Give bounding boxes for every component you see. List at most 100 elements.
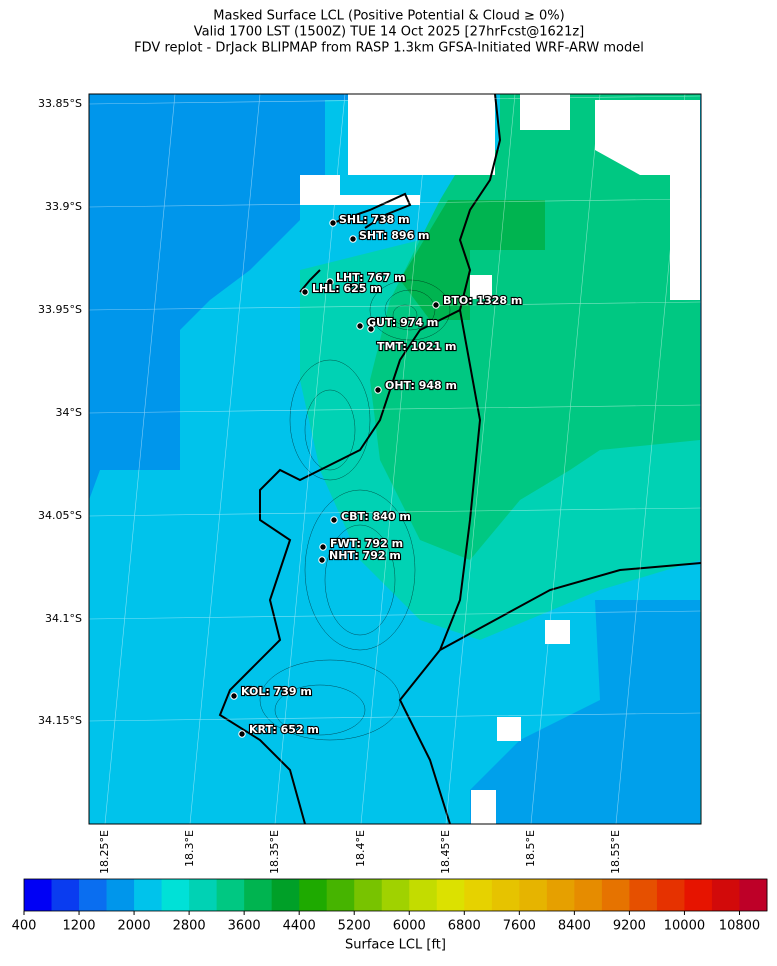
station-label: FWT: 792 m [330,537,403,550]
lat-label: 34.15°S [38,714,82,727]
masked-area [471,790,496,824]
masked-area [470,275,492,299]
ocean-region [89,94,325,500]
station-label: CBT: 840 m [341,510,411,523]
station-label: SHT: 896 m [359,229,430,242]
colorbar-segment [601,879,630,911]
station-marker [326,278,334,286]
colorbar-segment [684,879,713,911]
station-label: NHT: 792 m [329,549,401,562]
colorbar-segment [436,879,465,911]
colorbar-tick-label: 9200 [613,919,646,934]
station-label: BTO: 1328 m [443,294,522,307]
colorbar-tick-label: 6800 [448,919,481,934]
station-label: KOL: 739 m [241,685,312,698]
lon-label: 18.4°E [354,830,367,867]
lat-label: 33.95°S [38,303,82,316]
colorbar-segment [134,879,163,911]
colorbar-segment [189,879,218,911]
colorbar-label: Surface LCL [ft] [345,938,446,953]
colorbar-segment [739,879,768,911]
station-marker [356,322,364,330]
coastline [299,192,412,293]
colorbar-segment [711,879,740,911]
lon-label: 18.35°E [268,830,281,874]
station-label: LHT: 767 m [336,271,406,284]
graticule [88,93,702,825]
colorbar-segment [216,879,245,911]
station-marker [318,556,326,564]
land-region [400,200,545,320]
station-marker [319,543,327,551]
colorbar-segment [381,879,410,911]
station-label: LHL: 625 m [312,282,382,295]
masked-area [300,175,420,205]
colorbar-tick-label: 5200 [338,919,371,934]
colorbar-segment [409,879,438,911]
colorbar-tick-label: 3600 [228,919,261,934]
masked-area [545,620,570,644]
colorbar-segment [24,879,53,911]
chart-title: FDV replot - DrJack BLIPMAP from RASP 1.… [134,41,644,56]
colorbar-tick-label: 2000 [118,919,151,934]
colorbar-segment [464,879,493,911]
lon-label: 18.45°E [439,830,452,874]
masked-area [497,717,521,741]
station-marker [367,325,375,333]
station-label: OHT: 948 m [385,379,457,392]
station-label: GUT: 974 m [367,316,438,329]
coastline [218,93,502,825]
colorbar-segment [519,879,548,911]
colorbar-segment [271,879,300,911]
colorbar-segment [656,879,685,911]
colorbar-segment [299,879,328,911]
colorbar-tick-label: 8400 [558,919,591,934]
map-frame [88,93,702,825]
lat-label: 34.05°S [38,509,82,522]
station-label: KRT: 652 m [249,723,319,736]
lon-label: 18.5°E [524,830,537,867]
boundary [398,309,702,825]
colorbar-segment [574,879,603,911]
lat-label: 34°S [56,406,82,419]
station-label: SHL: 738 m [339,213,410,226]
station-marker [330,516,338,524]
colorbar-segment [354,879,383,911]
colorbar-segment [106,879,135,911]
chart-title: Valid 1700 LST (1500Z) TUE 14 Oct 2025 [… [194,25,584,40]
colorbar-tick-label: 400 [12,919,37,934]
colorbar-tick-label: 10000 [664,919,705,934]
colorbar-segment [546,879,575,911]
station-marker [238,730,246,738]
colorbar-segment [629,879,658,911]
station-marker [432,301,440,309]
colorbar-segment [491,879,520,911]
station-marker [374,386,382,394]
masked-area [348,94,495,175]
map [88,93,702,825]
colorbar-tick-label: 1200 [62,919,95,934]
colorbar-segment [51,879,80,911]
station-marker [301,288,309,296]
colorbar-segment [161,879,190,911]
lat-label: 33.85°S [38,97,82,110]
station-marker [230,692,238,700]
station-marker [329,219,337,227]
colorbar-segment [244,879,273,911]
lon-label: 18.25°E [98,830,111,874]
ocean-region [470,600,700,824]
colorbar-tick-label: 2800 [173,919,206,934]
station-label: TMT: 1021 m [377,340,457,353]
colorbar-tick-label: 6000 [393,919,426,934]
colorbar-segment [79,879,108,911]
lat-label: 33.9°S [45,200,82,213]
colorbar-tick-label: 10800 [719,919,760,934]
ocean-region [89,94,348,100]
colorbar-segment [326,879,355,911]
colorbar-tick-label: 7600 [503,919,536,934]
chart-title: Masked Surface LCL (Positive Potential &… [213,9,564,24]
masked-area [520,94,700,300]
colorbar-frame [23,878,768,912]
station-marker [349,235,357,243]
